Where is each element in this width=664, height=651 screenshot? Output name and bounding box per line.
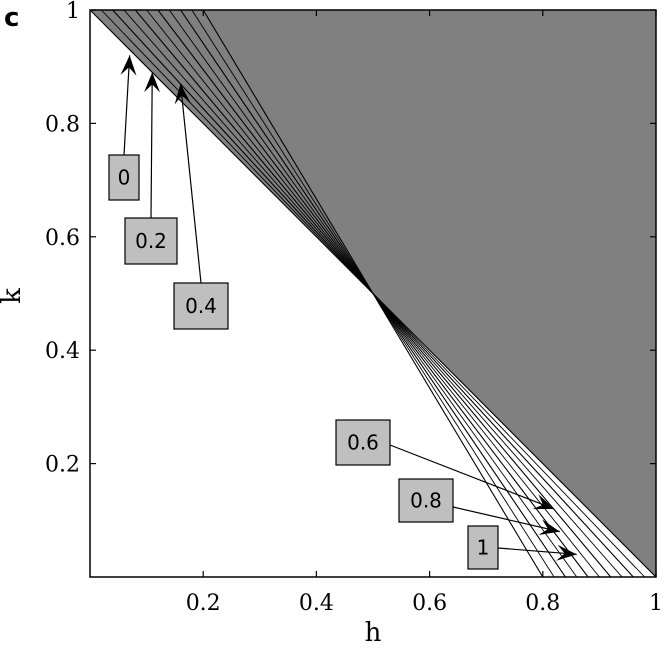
annotation-arrow-line (123, 55, 131, 156)
x-tick-label: 1 (649, 591, 663, 616)
y-tick-label: 0.2 (45, 453, 80, 478)
annotation-label: 0.4 (185, 294, 217, 318)
annotation-arrow-line (497, 547, 577, 555)
plot-frame (89, 9, 657, 578)
annotation-label: 0 (118, 166, 131, 190)
y-tick-label: 0.6 (45, 226, 80, 251)
annotation-arrow-line (452, 506, 560, 533)
annotation-box (173, 282, 229, 330)
annotation-arrowhead (538, 519, 560, 535)
annotation-label: 1 (477, 536, 490, 560)
annotation-arrow-line (389, 444, 555, 510)
annotation-arrowhead (556, 544, 577, 561)
x-tick-label: 0.2 (186, 591, 221, 616)
annotation-label: 0.6 (347, 431, 379, 455)
x-tick-label: 0.4 (299, 591, 334, 616)
y-tick-label: 0.4 (45, 339, 80, 364)
annotation-arrow-line (150, 72, 153, 219)
annotation-box (398, 478, 454, 523)
y-axis-label: k (0, 288, 27, 304)
annotation-box (335, 419, 391, 466)
x-axis-label: h (365, 618, 382, 648)
annotation-arrowhead (532, 494, 555, 510)
annotation-arrow-line (179, 83, 202, 284)
annotation-box (124, 217, 178, 265)
annotation-box (108, 154, 140, 201)
y-tick-label: 1 (66, 0, 80, 24)
annotation-label: 0.2 (135, 229, 167, 253)
x-tick-label: 0.6 (412, 591, 447, 616)
annotation-box (467, 525, 499, 570)
annotation-arrowhead (174, 83, 191, 105)
panel-letter: c (4, 3, 19, 33)
annotation-arrowhead (120, 55, 137, 76)
x-tick-label: 0.8 (525, 591, 560, 616)
annotation-arrowhead (144, 72, 161, 93)
y-tick-label: 0.8 (45, 112, 80, 137)
annotation-label: 0.8 (410, 489, 442, 513)
